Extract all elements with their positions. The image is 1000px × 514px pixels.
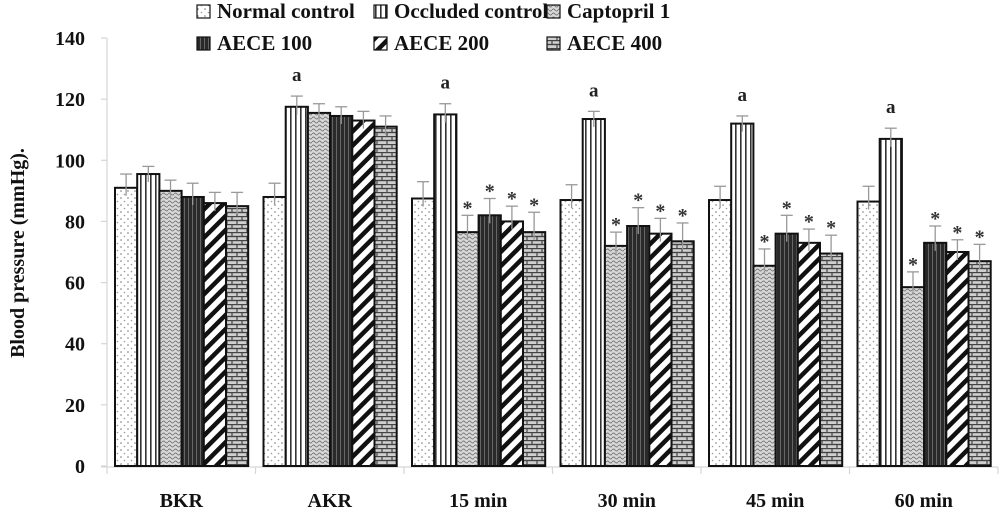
x-axis: BKR AKR 15 min 30 min 45 min 60 min xyxy=(101,466,999,512)
bar-normal-control-45-min xyxy=(708,199,733,467)
significance-star-aece-400-15-min: * xyxy=(529,194,539,216)
significance-star-aece-100-60-min: * xyxy=(930,208,940,230)
legend-label-normal-control: Normal control xyxy=(217,0,355,23)
legend-item-normal-control: Normal control xyxy=(196,0,355,23)
legend: Normal control Occluded control Captopril … xyxy=(196,0,670,55)
bar-normal-control-30-min xyxy=(559,199,584,467)
bar-captopril-1-bkr xyxy=(158,189,183,467)
error-bars xyxy=(120,95,986,296)
legend-swatch-aece-100 xyxy=(196,36,211,51)
x-tick-label-45-min: 45 min xyxy=(746,490,804,512)
significance-star-aece-200-45-min: * xyxy=(804,211,814,233)
y-tick-label: 20 xyxy=(65,395,85,417)
significance-star-aece-400-60-min: * xyxy=(975,226,985,248)
bar-aece-100-30-min xyxy=(626,225,651,467)
y-tick-label: 80 xyxy=(65,211,85,233)
legend-swatch-aece-200 xyxy=(373,36,388,51)
bar-aece-200-60-min xyxy=(945,251,970,467)
legend-item-occluded-control: Occluded control xyxy=(373,0,548,23)
significance-letter-occluded-control-60-min: a xyxy=(886,97,896,118)
bar-aece-400-bkr xyxy=(225,205,250,467)
legend-label-aece-100: AECE 100 xyxy=(217,31,312,55)
significance-letter-occluded-control-15-min: a xyxy=(441,73,451,94)
significance-star-captopril-1-60-min: * xyxy=(908,254,918,276)
significance-star-aece-200-30-min: * xyxy=(655,200,665,222)
bar-aece-400-15-min xyxy=(522,231,547,467)
x-tick-label-akr: AKR xyxy=(308,490,353,512)
significance-star-captopril-1-15-min: * xyxy=(463,197,473,219)
legend-swatch-captopril-1 xyxy=(546,4,561,19)
bar-aece-200-30-min xyxy=(648,232,673,467)
bar-aece-400-akr xyxy=(373,125,398,468)
bars xyxy=(114,105,992,468)
significance-letter-occluded-control-45-min: a xyxy=(738,85,748,106)
x-tick-label-60-min: 60 min xyxy=(895,490,953,512)
legend-label-occluded-control: Occluded control xyxy=(394,0,548,23)
significance-letter-occluded-control-30-min: a xyxy=(589,80,599,101)
bar-captopril-1-15-min xyxy=(455,231,480,467)
significance-star-captopril-1-30-min: * xyxy=(611,214,621,236)
bar-aece-100-akr xyxy=(329,114,354,467)
x-tick-label-30-min: 30 min xyxy=(598,490,656,512)
legend-label-aece-400: AECE 400 xyxy=(567,31,662,55)
bar-captopril-1-akr xyxy=(306,111,332,468)
bar-aece-400-30-min xyxy=(670,240,695,467)
bar-aece-100-60-min xyxy=(923,241,948,467)
bar-aece-400-45-min xyxy=(819,252,844,467)
y-tick-label: 100 xyxy=(55,150,85,172)
bar-captopril-1-60-min xyxy=(900,286,926,467)
legend-item-aece-200: AECE 200 xyxy=(373,31,489,55)
legend-label-captopril-1: Captopril 1 xyxy=(567,0,670,23)
bar-aece-100-bkr xyxy=(180,195,205,467)
bar-normal-control-bkr xyxy=(114,186,139,468)
bar-aece-200-45-min xyxy=(796,241,821,467)
significance-star-aece-400-30-min: * xyxy=(678,205,688,227)
significance-star-aece-100-30-min: * xyxy=(633,190,643,212)
y-tick-label: 140 xyxy=(55,28,85,50)
bar-occluded-control-15-min xyxy=(433,113,458,468)
legend-item-captopril-1: Captopril 1 xyxy=(546,0,670,23)
bar-aece-100-15-min xyxy=(477,214,502,467)
y-tick-label: 40 xyxy=(65,334,85,356)
y-tick-label: 60 xyxy=(65,273,85,295)
legend-label-aece-200: AECE 200 xyxy=(394,31,489,55)
bar-aece-200-bkr xyxy=(202,202,228,467)
bar-normal-control-15-min xyxy=(411,197,436,467)
x-tick-label-bkr: BKR xyxy=(160,490,204,512)
bar-aece-100-45-min xyxy=(774,232,799,467)
significance-letter-occluded-control-akr: a xyxy=(292,65,302,86)
bar-captopril-1-45-min xyxy=(752,264,777,467)
significance-star-aece-200-15-min: * xyxy=(507,188,517,210)
legend-swatch-normal-control xyxy=(196,4,211,19)
significance-star-captopril-1-45-min: * xyxy=(760,231,770,253)
bar-normal-control-akr xyxy=(262,195,287,467)
annotations: a a a a a * * * * * * * * * * * * * * * * xyxy=(292,65,985,276)
bar-occluded-control-30-min xyxy=(581,118,606,467)
bar-occluded-control-akr xyxy=(284,105,309,468)
significance-star-aece-100-15-min: * xyxy=(485,181,495,203)
legend-item-aece-400: AECE 400 xyxy=(546,31,662,55)
bar-occluded-control-bkr xyxy=(136,173,161,468)
bar-aece-400-60-min xyxy=(967,260,992,467)
significance-star-aece-400-45-min: * xyxy=(826,217,836,239)
bar-occluded-control-45-min xyxy=(730,122,755,467)
y-tick-label: 120 xyxy=(55,89,85,111)
significance-star-aece-100-45-min: * xyxy=(782,197,792,219)
significance-star-aece-200-60-min: * xyxy=(952,222,962,244)
bar-captopril-1-30-min xyxy=(603,244,629,467)
legend-swatch-occluded-control xyxy=(373,4,388,19)
legend-item-aece-100: AECE 100 xyxy=(196,31,312,55)
y-axis-label: Blood pressure (mmHg). xyxy=(7,148,29,358)
bar-aece-200-15-min xyxy=(499,220,524,467)
y-axis: 0 20 40 60 80 100 120 140 xyxy=(55,28,108,478)
bar-aece-200-akr xyxy=(351,119,376,468)
y-tick-label: 0 xyxy=(75,456,85,478)
x-tick-label-15-min: 15 min xyxy=(449,490,507,512)
bar-normal-control-60-min xyxy=(856,200,881,468)
bar-occluded-control-60-min xyxy=(878,137,903,467)
legend-swatch-aece-400 xyxy=(546,36,561,51)
